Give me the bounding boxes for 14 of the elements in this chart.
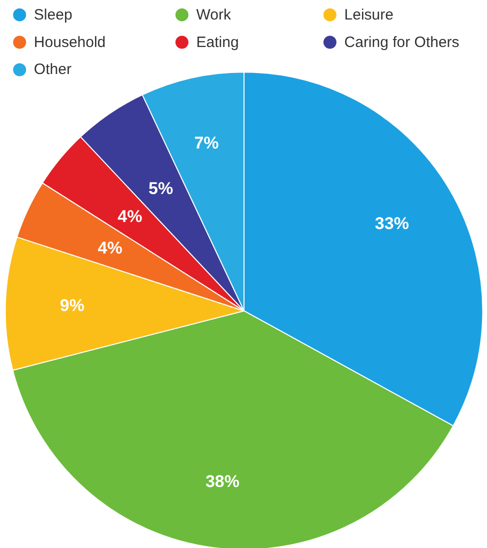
data-label: 9%	[60, 296, 84, 315]
legend-label: Other	[34, 61, 72, 78]
data-label: 4%	[98, 238, 122, 258]
legend-label: Caring for Others	[344, 34, 460, 51]
legend-label: Work	[196, 6, 232, 24]
data-label: 33%	[374, 214, 409, 233]
data-label: 38%	[205, 472, 240, 491]
legend-label: Household	[34, 34, 106, 51]
legend-label: Sleep	[34, 6, 72, 24]
data-label: 5%	[148, 178, 174, 198]
data-label: 7%	[194, 134, 219, 153]
data-label: 4%	[118, 207, 142, 226]
legend-label: Leisure	[344, 6, 394, 24]
legend-label: Eating	[196, 34, 239, 51]
